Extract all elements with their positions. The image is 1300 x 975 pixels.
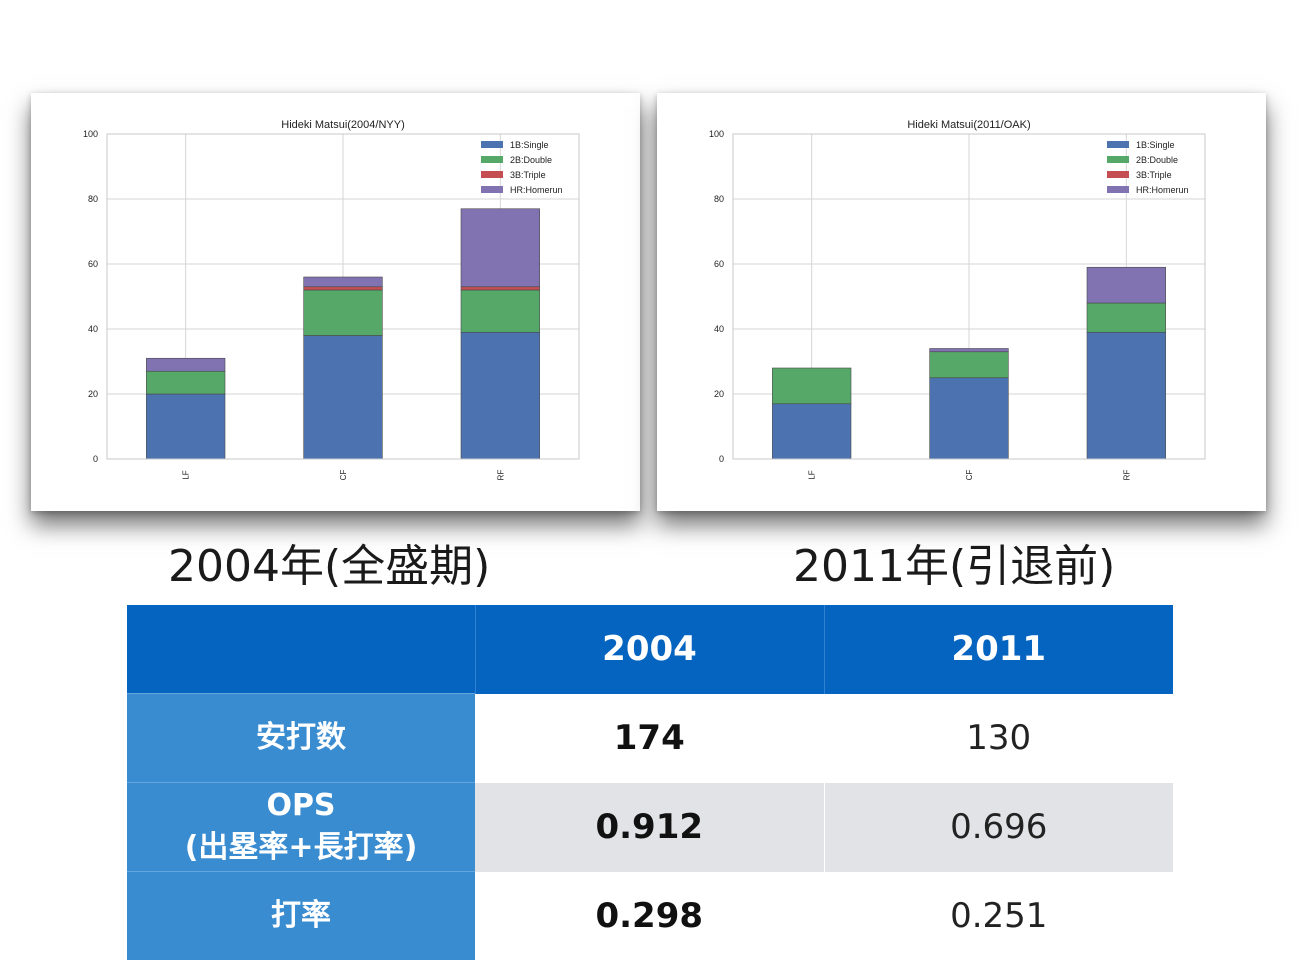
legend-label: 1B:Single (1136, 140, 1175, 150)
chart-card-2004: Hideki Matsui(2004/NYY) 0 20 40 60 80 100 LF CF R… (31, 93, 640, 511)
hits-2004: 174 (475, 693, 824, 783)
legend-label: 3B:Triple (510, 170, 546, 180)
legend-label: 3B:Triple (1136, 170, 1172, 180)
legend-swatch (481, 186, 503, 193)
header-2004: 2004 (474, 605, 824, 694)
legend-swatch (1107, 171, 1129, 178)
y-tick-label: 20 (88, 389, 98, 399)
avg-2011: 0.251 (823, 871, 1173, 960)
bar-cf-hr (303, 276, 383, 288)
legend-swatch (481, 156, 503, 163)
bar-rf-hr (1086, 266, 1166, 304)
row-label-ops-line1: OPS (266, 788, 336, 823)
row-label-ops: OPS (出塁率+長打率) (127, 782, 475, 872)
bar-rf-1b (460, 331, 540, 460)
bar-lf-hr (146, 357, 226, 372)
bar-cf-1b (929, 377, 1009, 460)
row-label-ops-line2: (出塁率+長打率) (184, 830, 418, 865)
header-blank (127, 605, 475, 694)
table-header-row: 2004 2011 (127, 605, 1173, 694)
bar-lf-1b (772, 403, 852, 460)
avg-2004: 0.298 (475, 871, 824, 960)
bar-lf-1b (146, 393, 226, 460)
y-tick-label: 40 (714, 324, 724, 334)
chart-title: Hideki Matsui(2004/NYY) (281, 119, 405, 131)
x-tick-label: LF (182, 470, 191, 479)
chart-card-2011: Hideki Matsui(2011/OAK) 0 20 40 60 80 100 LF CF R… (657, 93, 1266, 511)
x-tick-label: CF (965, 470, 974, 481)
bar-rf-hr (460, 208, 540, 288)
x-tick-label: RF (1122, 470, 1131, 481)
y-tick-label: 0 (719, 454, 724, 464)
row-label-hits: 安打数 (127, 693, 475, 783)
y-tick-label: 100 (709, 129, 724, 139)
legend-label: HR:Homerun (1136, 185, 1189, 195)
legend-label: 1B:Single (510, 140, 549, 150)
x-tick-label: RF (496, 470, 505, 481)
chart-2011: Hideki Matsui(2011/OAK) 0 20 40 60 80 100 LF CF R… (709, 119, 1206, 481)
bar-cf-3b (303, 286, 383, 291)
bar-rf-1b (1086, 331, 1166, 460)
chart-2004: Hideki Matsui(2004/NYY) 0 20 40 60 80 100 LF CF R… (83, 119, 580, 481)
stats-table: 2004 2011 安打数 174 130 OPS (出塁率+長打率) 0.91… (127, 605, 1173, 960)
caption-2004: 2004年(全盛期) (168, 541, 491, 592)
plot-frame (732, 133, 1206, 460)
legend-label: 2B:Double (1136, 155, 1178, 165)
y-tick-label: 40 (88, 324, 98, 334)
legend-swatch (481, 141, 503, 148)
legend-swatch (1107, 141, 1129, 148)
y-tick-label: 60 (714, 259, 724, 269)
legend-label: 2B:Double (510, 155, 552, 165)
y-tick-label: 60 (88, 259, 98, 269)
bar-lf-2b (146, 370, 226, 395)
y-tick-label: 0 (93, 454, 98, 464)
table-row-ops: OPS (出塁率+長打率) 0.912 0.696 (127, 782, 1173, 872)
legend-swatch (1107, 186, 1129, 193)
caption-2011: 2011年(引退前) (793, 541, 1116, 592)
bar-rf-2b (460, 289, 540, 333)
bar-rf-2b (1086, 302, 1166, 333)
legend-label: HR:Homerun (510, 185, 563, 195)
legend-swatch (1107, 156, 1129, 163)
table-row-avg: 打率 0.298 0.251 (127, 871, 1173, 960)
row-label-avg: 打率 (127, 871, 475, 960)
x-tick-label: CF (339, 470, 348, 481)
ops-2011: 0.696 (823, 782, 1173, 872)
bar-cf-2b (303, 289, 383, 336)
y-tick-label: 80 (714, 194, 724, 204)
table-row-hits: 安打数 174 130 (127, 693, 1173, 783)
plot-frame (106, 133, 580, 460)
ops-2004: 0.912 (475, 782, 824, 872)
y-tick-label: 80 (88, 194, 98, 204)
chart-title: Hideki Matsui(2011/OAK) (907, 119, 1030, 131)
x-tick-label: LF (808, 470, 817, 479)
bar-lf-2b (772, 367, 852, 405)
header-2011: 2011 (823, 605, 1173, 694)
bar-cf-1b (303, 335, 383, 460)
bar-cf-hr (929, 348, 1009, 353)
bar-rf-3b (460, 286, 540, 291)
bar-cf-2b (929, 351, 1009, 379)
y-tick-label: 20 (714, 389, 724, 399)
y-tick-label: 100 (83, 129, 98, 139)
legend-swatch (481, 171, 503, 178)
hits-2011: 130 (823, 693, 1173, 783)
